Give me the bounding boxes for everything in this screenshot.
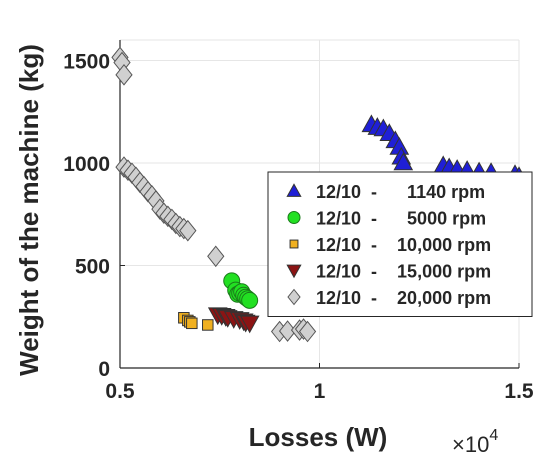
legend-marker (286, 183, 302, 197)
legend-entry: 12/10 - 10,000 rpm (316, 235, 491, 255)
y-tick-label: 1500 (63, 51, 110, 74)
x-tick-label: 0.5 (105, 380, 135, 403)
x-axis-multiplier: ×104 (452, 427, 498, 457)
axes: 0.5 1 1.5 0 500 1000 1500 (63, 40, 534, 403)
x-axis-multiplier-exponent: 4 (489, 427, 498, 444)
data-point (115, 64, 133, 86)
y-tick-label: 1000 (63, 153, 110, 176)
legend: 12/10 - 1140 rpm 12/10 - 5000 rpm 12/10 - … (267, 171, 533, 317)
data-point (207, 245, 225, 268)
legend-entry: 12/10 - 20,000 rpm (316, 288, 491, 308)
legend-entry: 12/10 - 1140 rpm (316, 182, 485, 202)
legend-marker (289, 239, 299, 249)
x-tick-label: 1 (314, 380, 326, 403)
data-point (186, 317, 198, 330)
legend-entry: 12/10 - 15,000 rpm (316, 262, 491, 282)
legend-box (267, 171, 533, 317)
y-tick-label: 500 (75, 256, 110, 279)
series-triangle-down (207, 307, 260, 334)
legend-marker (287, 211, 301, 224)
legend-marker (287, 288, 301, 306)
y-axis-label: Weight of the machine (kg) (14, 44, 44, 376)
data-point (202, 319, 214, 331)
data-point (179, 219, 197, 242)
data-point (298, 320, 317, 343)
x-axis-multiplier-base: ×10 (452, 432, 489, 457)
x-axis-label: Losses (W) (249, 422, 388, 452)
data-point (239, 315, 260, 334)
series-diamond (111, 46, 317, 343)
x-tick-label: 1.5 (504, 380, 534, 403)
legend-entry: 12/10 - 5000 rpm (316, 209, 486, 229)
y-tick-label: 0 (98, 358, 110, 381)
series-square (178, 312, 214, 331)
data-point (393, 152, 414, 171)
data-point (241, 291, 259, 309)
series-circle (223, 272, 259, 309)
legend-marker (286, 264, 302, 279)
